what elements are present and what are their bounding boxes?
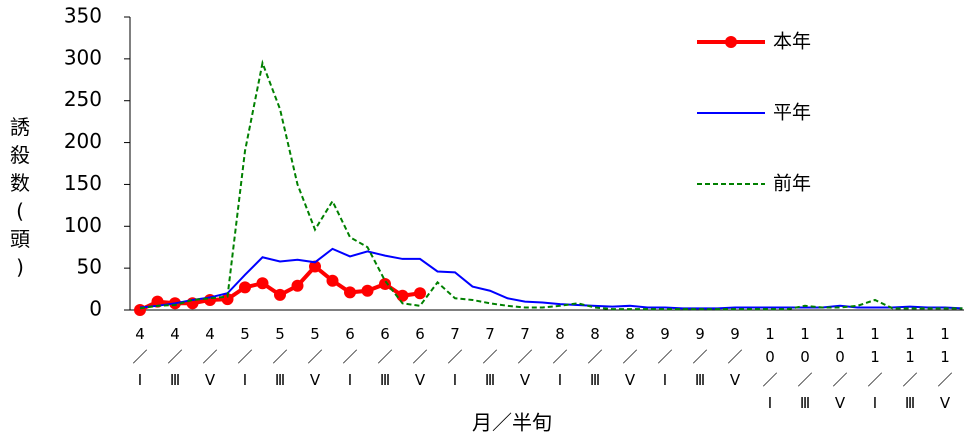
legend-label: 前年 [773, 173, 811, 195]
x-tick-label: 1 1 ／ Ⅲ [902, 325, 917, 412]
y-axis-title: 誘殺数(頭) [10, 115, 30, 279]
data-point [361, 284, 374, 297]
legend-label: 本年 [773, 31, 811, 53]
y-tick-label: 200 [64, 129, 102, 153]
x-tick-label: 4 ／ Ⅰ [132, 325, 147, 389]
x-tick-label: 4 ／ Ⅴ [202, 325, 217, 389]
x-tick-label: 7 ／ Ⅴ [517, 325, 532, 389]
x-tick-label: 6 ／ Ⅰ [342, 325, 357, 389]
data-point [414, 287, 426, 300]
x-tick-label: 9 ／ Ⅴ [727, 325, 742, 389]
data-point [291, 279, 304, 292]
x-tick-label: 1 1 ／ Ⅰ [867, 325, 882, 412]
x-tick-label: 1 0 ／ Ⅴ [832, 325, 847, 412]
data-point [326, 274, 339, 287]
data-point [309, 260, 321, 273]
y-tick-label: 350 [64, 4, 102, 28]
data-point [274, 288, 286, 301]
x-tick-label: 8 ／ Ⅲ [587, 325, 602, 389]
y-tick-label: 100 [64, 213, 102, 237]
data-point [221, 293, 234, 306]
y-tick-label: 250 [64, 87, 102, 111]
legend-marker [725, 36, 737, 48]
data-point [256, 277, 269, 290]
data-point [344, 286, 356, 299]
data-point [379, 278, 391, 291]
x-tick-label: 8 ／ Ⅴ [622, 325, 637, 389]
x-tick-label: 5 ／ Ⅴ [307, 325, 322, 389]
x-axis-title: 月／半旬 [472, 411, 552, 435]
y-tick-label: 150 [64, 171, 102, 195]
y-tick-label: 50 [77, 255, 102, 279]
x-tick-label: 1 1 ／ Ⅴ [937, 325, 952, 412]
x-tick-label: 7 ／ Ⅲ [482, 325, 497, 389]
x-tick-label: 9 ／ Ⅰ [657, 325, 672, 389]
y-tick-label: 300 [64, 45, 102, 69]
x-tick-label: 9 ／ Ⅲ [692, 325, 707, 389]
x-tick-label: 4 ／ Ⅲ [167, 325, 182, 389]
x-tick-label: 5 ／ Ⅰ [237, 325, 252, 389]
data-point [134, 304, 146, 316]
x-tick-label: 7 ／ Ⅰ [447, 325, 462, 389]
legend-label: 平年 [773, 102, 811, 124]
x-tick-label: 8 ／ Ⅰ [552, 325, 567, 389]
x-tick-label: 6 ／ Ⅲ [377, 325, 392, 389]
x-tick-label: 1 0 ／ Ⅲ [797, 325, 812, 412]
x-tick-label: 5 ／ Ⅲ [272, 325, 287, 389]
y-tick-label: 0 [89, 297, 102, 321]
data-point [396, 289, 409, 302]
series-line [139, 247, 963, 310]
x-tick-label: 1 0 ／ Ⅰ [762, 325, 777, 412]
data-point [239, 281, 251, 294]
x-tick-label: 6 ／ Ⅴ [412, 325, 427, 389]
series-line [139, 59, 963, 311]
